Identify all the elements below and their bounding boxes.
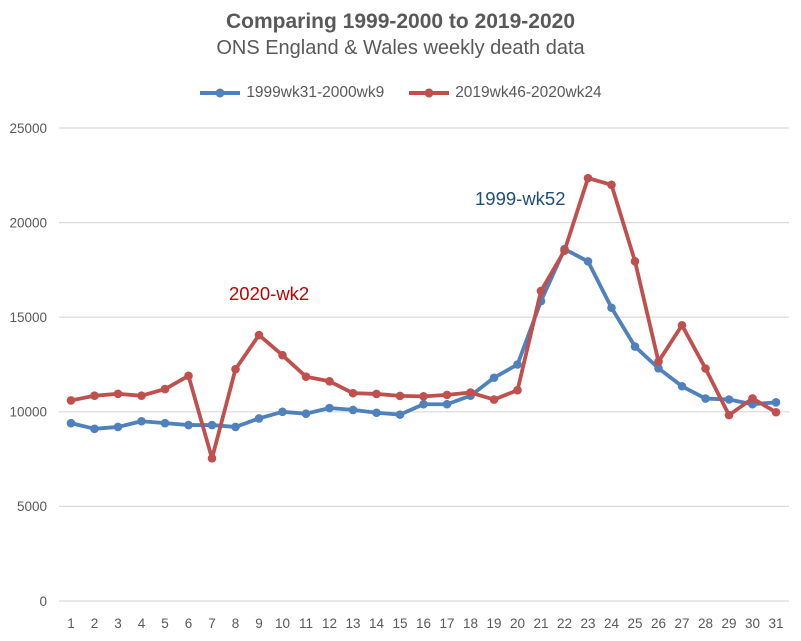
svg-text:8: 8 [232, 616, 240, 631]
svg-text:28: 28 [698, 616, 713, 631]
blue-line-marker-icon [200, 88, 241, 98]
svg-text:15: 15 [392, 616, 407, 631]
svg-text:5000: 5000 [17, 499, 47, 514]
annotation-2020-wk2: 2020-wk2 [229, 283, 310, 304]
svg-text:4: 4 [138, 616, 146, 631]
svg-text:16: 16 [416, 616, 431, 631]
svg-text:22: 22 [557, 616, 572, 631]
svg-text:6: 6 [185, 616, 193, 631]
svg-text:1: 1 [67, 616, 75, 631]
annotation-1999-wk52: 1999-wk52 [475, 188, 566, 209]
svg-text:29: 29 [721, 616, 736, 631]
svg-text:2: 2 [91, 616, 99, 631]
svg-text:25000: 25000 [9, 121, 47, 136]
legend-label-1999-series: 1999wk31-2000wk9 [246, 84, 385, 101]
svg-text:21: 21 [533, 616, 548, 631]
legend-label-2019-series: 2019wk46-2020wk24 [455, 84, 602, 101]
chart-legend: 1999wk31-2000wk9 2019wk46-2020wk24 [0, 84, 801, 102]
chart-title: Comparing 1999-2000 to 2019-2020 [225, 10, 575, 33]
svg-text:24: 24 [604, 616, 620, 631]
svg-text:31: 31 [768, 616, 783, 631]
svg-text:5: 5 [161, 616, 169, 631]
svg-text:25: 25 [627, 616, 642, 631]
svg-text:10000: 10000 [9, 405, 47, 420]
svg-text:27: 27 [674, 616, 689, 631]
svg-text:17: 17 [439, 616, 454, 631]
svg-text:11: 11 [299, 616, 313, 631]
svg-text:3: 3 [114, 616, 122, 631]
svg-text:23: 23 [580, 616, 595, 631]
svg-text:26: 26 [651, 616, 666, 631]
svg-text:12: 12 [322, 616, 337, 631]
svg-text:20000: 20000 [9, 215, 47, 230]
svg-text:18: 18 [463, 616, 478, 631]
svg-text:10: 10 [275, 616, 290, 631]
svg-text:20: 20 [510, 616, 525, 631]
chart-subtitle: ONS England & Wales weekly death data [216, 37, 585, 59]
svg-text:7: 7 [208, 616, 216, 631]
svg-text:0: 0 [39, 594, 47, 609]
red-line-marker-icon [409, 88, 450, 98]
svg-text:30: 30 [745, 616, 760, 631]
legend-item-1999-series: 1999wk31-2000wk9 [199, 84, 384, 102]
svg-text:14: 14 [369, 616, 385, 631]
svg-text:15000: 15000 [9, 310, 47, 325]
svg-text:19: 19 [486, 616, 501, 631]
legend-item-2019-series: 2019wk46-2020wk24 [408, 84, 602, 102]
svg-text:9: 9 [255, 616, 263, 631]
svg-text:13: 13 [345, 616, 360, 631]
